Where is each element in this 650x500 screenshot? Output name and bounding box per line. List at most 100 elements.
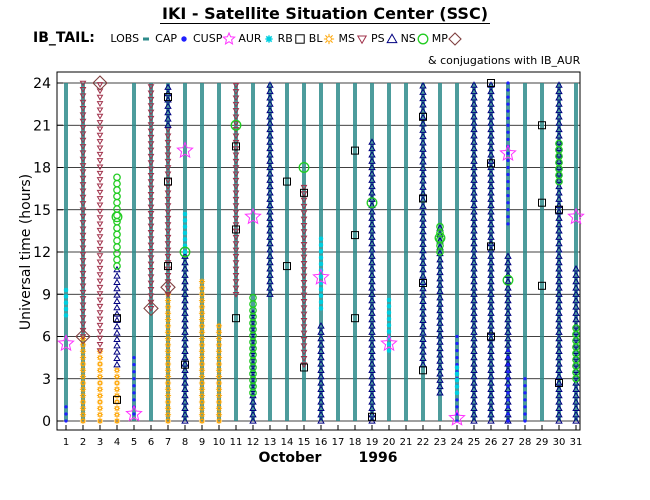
- segment-glyph-cap: [523, 398, 527, 402]
- segment-glyph-ps: [504, 404, 512, 411]
- segment-glyph-bl-rays: [79, 354, 87, 361]
- segment-glyph-ms: [96, 120, 104, 126]
- segment-glyph-ms: [96, 240, 104, 247]
- segment-glyph-ms: [79, 245, 87, 252]
- segment-glyph-ps: [487, 385, 495, 392]
- segment-glyph-ps: [419, 335, 427, 342]
- segment-glyph-ps: [419, 240, 427, 247]
- segment-ps-day-4: [113, 265, 121, 368]
- segment-glyph-ps: [436, 344, 444, 352]
- segment-glyph-bl-rays: [113, 392, 121, 399]
- segment-glyph-bl: [166, 381, 170, 385]
- segment-glyph-cap: [506, 419, 510, 423]
- segment-glyph-ps: [555, 138, 563, 145]
- segment-glyph-ms: [96, 278, 104, 285]
- marker-rb-day-30: [555, 205, 563, 214]
- lobs-column-day-9: [200, 83, 204, 421]
- segment-glyph-ps: [555, 417, 563, 424]
- segment-glyph-ps: [181, 284, 189, 291]
- segment-glyph-ps: [572, 379, 580, 386]
- segment-glyph-ms: [232, 171, 240, 178]
- marker-rb-day-26: [487, 332, 495, 341]
- segment-glyph-ns: [572, 324, 580, 332]
- segment-glyph-ps: [487, 214, 495, 221]
- segment-glyph-bl-rays: [113, 398, 121, 405]
- segment-glyph-ps: [181, 303, 189, 310]
- segment-glyph-bl: [115, 393, 119, 398]
- segment-glyph-aur: [318, 274, 324, 279]
- segment-glyph-bl-rays: [79, 411, 87, 418]
- segment-glyph-ps: [266, 157, 274, 164]
- segment-glyph-bl-rays: [96, 386, 104, 393]
- segment-glyph-ps: [436, 357, 444, 364]
- segment-glyph-ms: [147, 160, 155, 167]
- dataset-label: IB_TAIL:: [33, 30, 95, 46]
- segment-glyph-ps: [470, 277, 478, 285]
- segment-glyph-ps: [487, 106, 495, 114]
- segment-glyph-ps: [504, 328, 512, 335]
- segment-glyph-ns: [113, 243, 121, 251]
- segment-glyph-ps: [470, 265, 478, 272]
- segment-glyph-ps: [368, 252, 376, 259]
- conjunction-note: & conjugations with IB_AUR: [428, 54, 581, 67]
- segment-glyph-bl: [166, 323, 170, 328]
- segment-glyph-cap: [506, 172, 510, 177]
- segment-glyph-ps: [164, 102, 172, 109]
- segment-glyph-ms: [79, 302, 87, 309]
- segment-glyph-ps: [487, 309, 495, 316]
- segment-glyph-ms: [300, 305, 308, 312]
- segment-glyph-ps: [436, 255, 444, 263]
- segment-aur-day-24: [454, 365, 460, 395]
- segment-glyph-ms: [147, 210, 155, 217]
- segment-glyph-bl-rays: [198, 303, 206, 310]
- legend-symbol-bl-icon: [324, 33, 335, 45]
- segment-glyph-ms: [300, 292, 308, 299]
- segment-glyph-ms: [79, 125, 87, 131]
- segment-glyph-cap: [523, 384, 527, 388]
- segment-glyph-ns: [113, 249, 121, 258]
- segment-glyph-ps: [470, 290, 478, 297]
- legend-label-cap: CAP: [155, 32, 177, 45]
- segment-glyph-ps: [572, 277, 580, 285]
- segment-glyph-bl-rays: [164, 379, 172, 386]
- segment-glyph-bl-rays: [113, 386, 121, 393]
- legend-label-lobs: LOBS: [110, 32, 140, 45]
- segment-glyph-ms: [300, 337, 308, 343]
- segment-glyph-ps: [419, 316, 427, 323]
- segment-glyph-ps: [419, 208, 427, 216]
- segment-glyph-ms: [300, 222, 308, 229]
- segment-glyph-ps: [317, 372, 325, 380]
- segment-glyph-ms: [79, 232, 87, 239]
- segment-glyph-ps: [504, 290, 512, 297]
- segment-glyph-ms: [79, 239, 87, 245]
- segment-glyph-ps: [113, 278, 121, 285]
- segment-glyph-aur: [182, 243, 188, 248]
- segment-glyph-bl-rays: [164, 360, 172, 367]
- legend-symbol-cap-icon: [181, 36, 187, 42]
- segment-glyph-ps: [487, 258, 495, 266]
- segment-glyph-aur: [318, 293, 324, 298]
- segment-glyph-bl-rays: [79, 360, 87, 367]
- segment-glyph-ps: [419, 234, 427, 241]
- segment-glyph-ps: [317, 417, 325, 424]
- segment-glyph-ps: [317, 347, 325, 354]
- segment-glyph-ps: [419, 157, 427, 165]
- segment-glyph-ps: [266, 93, 274, 101]
- segment-glyph-ps: [317, 360, 325, 367]
- segment-glyph-ms: [96, 265, 104, 272]
- segment-glyph-cap: [506, 370, 510, 374]
- segment-glyph-ps: [470, 385, 478, 392]
- segment-glyph-ps: [555, 309, 563, 316]
- segment-glyph-aur: [63, 313, 69, 318]
- segment-glyph-bl: [115, 412, 119, 417]
- segment-glyph-ps: [113, 360, 121, 368]
- segment-glyph-ps: [470, 144, 478, 152]
- segment-glyph-ps: [436, 281, 444, 288]
- segment-cap-day-27: [506, 81, 510, 226]
- segment-glyph-cap: [506, 405, 510, 409]
- segment-glyph-ms: [96, 101, 104, 107]
- segments: [63, 80, 580, 425]
- segment-glyph-ms: [96, 253, 104, 260]
- segment-glyph-ps: [368, 265, 376, 272]
- segment-glyph-ps: [113, 291, 121, 298]
